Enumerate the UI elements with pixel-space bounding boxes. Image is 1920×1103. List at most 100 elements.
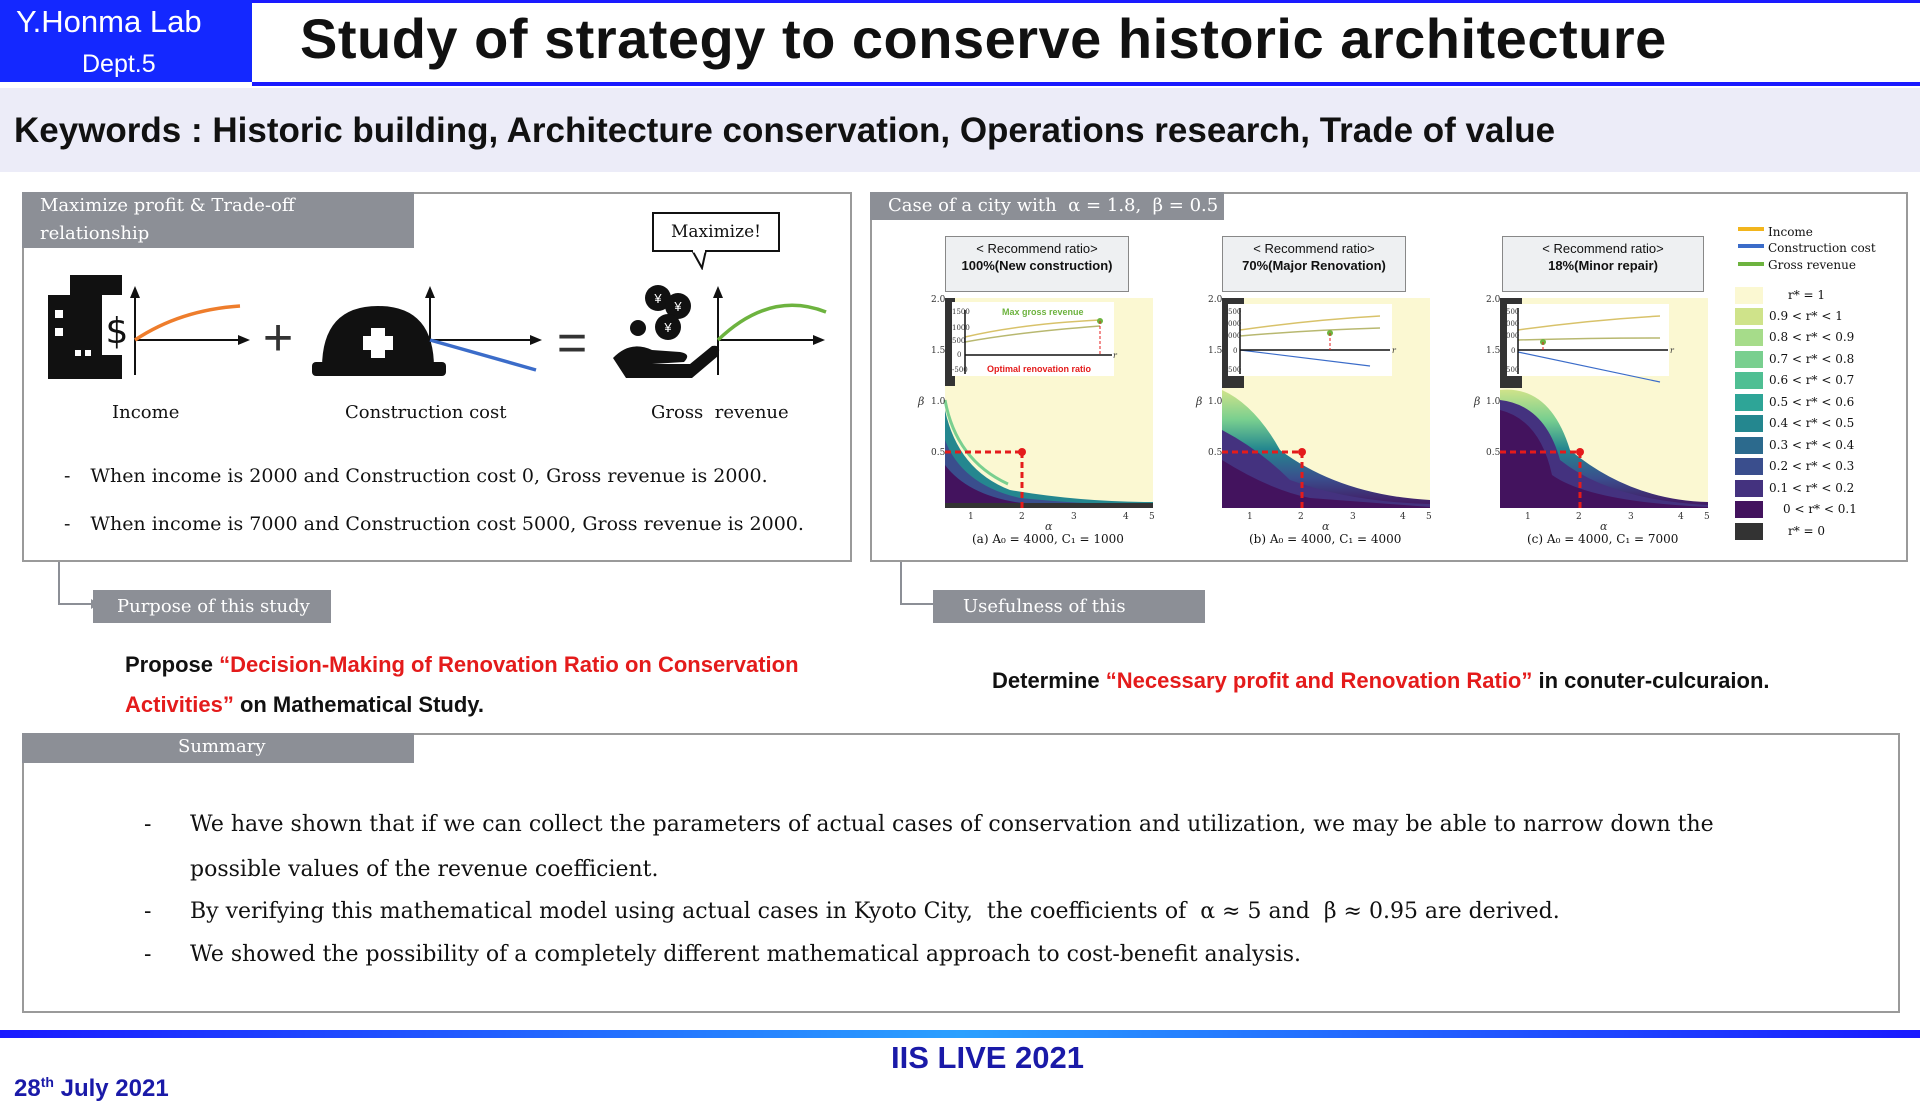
bullet-dash: - [144, 942, 152, 967]
inset-y-tick: 500 [1506, 308, 1519, 316]
inset-y-tick: 1500 [952, 308, 970, 316]
inset-y-tick: 500 [1506, 366, 1519, 374]
recommend-heading: < Recommend ratio> [976, 241, 1098, 256]
y-tick: 0.5 [1208, 448, 1223, 458]
x-tick: 2 [1576, 512, 1582, 522]
legend-label: 0.4 < r* < 0.5 [1769, 416, 1855, 430]
summary-text: possible values of the revenue coefficie… [190, 857, 659, 882]
inset-y-tick: 000 [1506, 320, 1519, 328]
purpose-label: Purpose of this study [93, 590, 331, 623]
y-tick: 2.0 [1486, 295, 1501, 305]
recommend-ratio: 100%(New construction) [961, 258, 1113, 273]
footer-event: IIS LIVE 2021 [891, 1040, 1084, 1075]
summary-label: Summary [22, 733, 414, 763]
bullet-dash: - [64, 513, 71, 535]
recommend-ratio: 70%(Major Renovation) [1242, 258, 1386, 273]
recommend-ratio: 18%(Minor repair) [1548, 258, 1658, 273]
inset-y-tick: 500 [1228, 366, 1241, 374]
caption-b: (b) A₀ = 4000, C₁ = 4000 [1249, 532, 1402, 546]
legend-label: 0.8 < r* < 0.9 [1769, 330, 1855, 344]
bullet-text: When income is 7000 and Construction cos… [90, 513, 804, 535]
x-tick: 2 [1298, 512, 1304, 522]
bullet-dash: - [64, 465, 71, 487]
maximize-bubble: Maximize! [652, 212, 780, 252]
legend-swatch [1738, 227, 1764, 231]
inset-x-label: r [1392, 346, 1397, 355]
y-tick: 1.0 [1208, 397, 1223, 407]
x-tick: 3 [1628, 512, 1634, 522]
legend-swatch [1735, 308, 1763, 325]
trade-off-label: Maximize profit & Trade-off relationship [22, 192, 414, 248]
purpose-text: Propose “Decision-Making of Renovation R… [125, 645, 845, 725]
legend-label: 0.9 < r* < 1 [1769, 309, 1843, 323]
list-item: - When income is 7000 and Construction co… [64, 513, 804, 535]
x-tick: 4 [1123, 512, 1129, 522]
usefulness-suffix: in conuter-culcuraion. [1532, 668, 1770, 693]
legend-label: 0.6 < r* < 0.7 [1769, 373, 1855, 387]
date-rest: July 2021 [53, 1075, 169, 1102]
gross-label: Gross revenue [651, 402, 789, 423]
y-tick: 1.5 [1486, 346, 1501, 356]
svg-text:¥: ¥ [653, 291, 662, 306]
trade-off-panel [22, 192, 852, 562]
legend-label: 0.2 < r* < 0.3 [1769, 459, 1855, 473]
legend-swatch [1735, 480, 1763, 497]
usefulness-label: Usefulness of this model [933, 590, 1205, 650]
footer-rule [0, 1030, 1920, 1038]
inset-y-tick: -500 [952, 366, 968, 374]
y-tick: 1.0 [931, 397, 946, 407]
dept-label: Dept.5 [82, 50, 156, 78]
x-axis-label: α [1600, 520, 1608, 533]
contour-plot-c [1500, 298, 1708, 508]
bullet-dash: - [144, 899, 152, 924]
annotation-opt: Optimal renovation ratio [987, 364, 1092, 374]
summary-item: - By verifying this mathematical model us… [144, 899, 1560, 924]
income-chart [130, 286, 250, 375]
legend-label: 0.1 < r* < 0.2 [1769, 481, 1855, 495]
building-icon: $ [48, 275, 132, 379]
summary-panel [22, 733, 1900, 1013]
legend-swatch [1738, 262, 1764, 266]
legend-swatch [1735, 351, 1763, 368]
svg-text:¥: ¥ [663, 320, 672, 335]
y-tick: 1.5 [1208, 346, 1223, 356]
keywords-text: Keywords : Historic building, Architectu… [14, 111, 1556, 150]
usefulness-prefix: Determine [992, 668, 1106, 693]
model-label: Case of a city with α = 1.8, β = 0.5 [870, 192, 1224, 220]
summary-text: By verifying this mathematical model usi… [190, 899, 1560, 924]
y-axis-label: β [1195, 395, 1202, 408]
contour-plot-b [1222, 298, 1430, 508]
x-tick: 1 [968, 512, 974, 522]
inset-x-label: r [1670, 346, 1675, 355]
construction-chart [425, 286, 542, 375]
summary-text: We have shown that if we can collect the… [190, 812, 1714, 837]
x-tick: 3 [1350, 512, 1356, 522]
gross-chart [713, 286, 827, 375]
bullet-text: When income is 2000 and Construction cos… [90, 465, 768, 487]
legend-label: 0 < r* < 0.1 [1783, 502, 1857, 516]
inset-x-label: r [1113, 351, 1118, 360]
inset-y-tick: 000 [1228, 332, 1241, 340]
legend-label: Gross revenue [1768, 258, 1856, 272]
date-suffix: th [40, 1074, 54, 1090]
recommend-box-b: < Recommend ratio> 70%(Major Renovation) [1222, 236, 1406, 292]
footer-date: 28th July 2021 [14, 1046, 169, 1103]
legend-label: r* = 1 [1788, 288, 1826, 302]
y-tick: 1.5 [931, 346, 946, 356]
svg-text:$: $ [106, 311, 129, 352]
money-hand-icon: ¥ ¥ ¥ [613, 285, 720, 378]
construction-label: Construction cost [345, 402, 507, 423]
inset-y-tick: 0 [957, 351, 961, 359]
legend-swatch [1738, 244, 1764, 248]
usefulness-highlight: “Necessary profit and Renovation Ratio” [1105, 668, 1533, 693]
svg-text:¥: ¥ [673, 299, 682, 314]
helmet-icon [312, 306, 446, 376]
y-axis-label: β [1473, 395, 1480, 408]
recommend-box-a: < Recommend ratio> 100%(New construction… [945, 236, 1129, 292]
y-tick: 1.0 [1486, 397, 1501, 407]
purpose-highlight: “Decision-Making of Renovation Ratio on … [219, 652, 799, 677]
legend-label: 0.5 < r* < 0.6 [1769, 395, 1855, 409]
usefulness-text: Determine “Necessary profit and Renovati… [992, 642, 1770, 694]
x-axis-label: α [1322, 520, 1330, 533]
legend-swatch [1735, 394, 1763, 411]
